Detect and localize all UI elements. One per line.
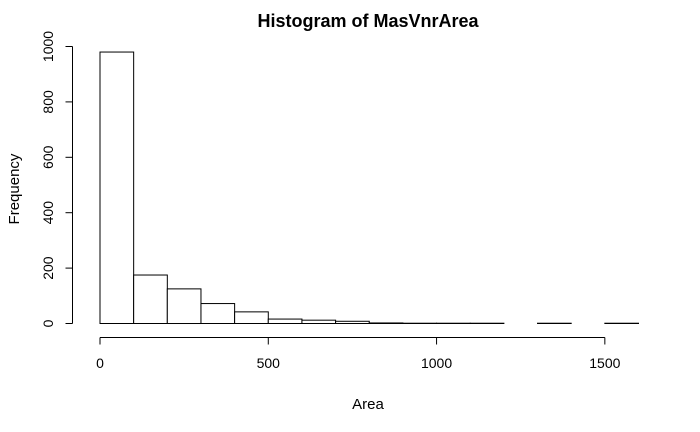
y-tick-label: 1000 (40, 31, 56, 62)
histogram-bar (99, 51, 135, 324)
histogram-bar (166, 288, 202, 325)
y-tick-label: 200 (40, 256, 56, 280)
x-tick-label: 1500 (589, 355, 620, 371)
histogram-bar (368, 322, 404, 325)
y-tick-label: 0 (40, 319, 56, 327)
y-axis: 0 200 400 600 800 1000 (40, 31, 73, 327)
x-tick-label: 0 (96, 355, 104, 371)
y-tick-label: 800 (40, 90, 56, 114)
y-tick-label: 600 (40, 145, 56, 169)
x-axis-label: Area (352, 396, 384, 413)
y-tick-label: 400 (40, 201, 56, 225)
bars-layer (99, 51, 640, 325)
histogram-bar (335, 320, 370, 324)
x-tick-label: 500 (257, 355, 281, 371)
x-axis: 0 500 1000 1500 (96, 337, 621, 371)
histogram-bar (133, 274, 168, 324)
histogram-bar (267, 318, 303, 325)
histogram-bar (234, 311, 269, 324)
histogram-bar (200, 303, 236, 324)
x-tick-label: 1000 (421, 355, 452, 371)
histogram-bar (301, 319, 337, 324)
y-axis-label: Frequency (6, 153, 23, 224)
chart-title: Histogram of MasVnrArea (257, 11, 479, 31)
